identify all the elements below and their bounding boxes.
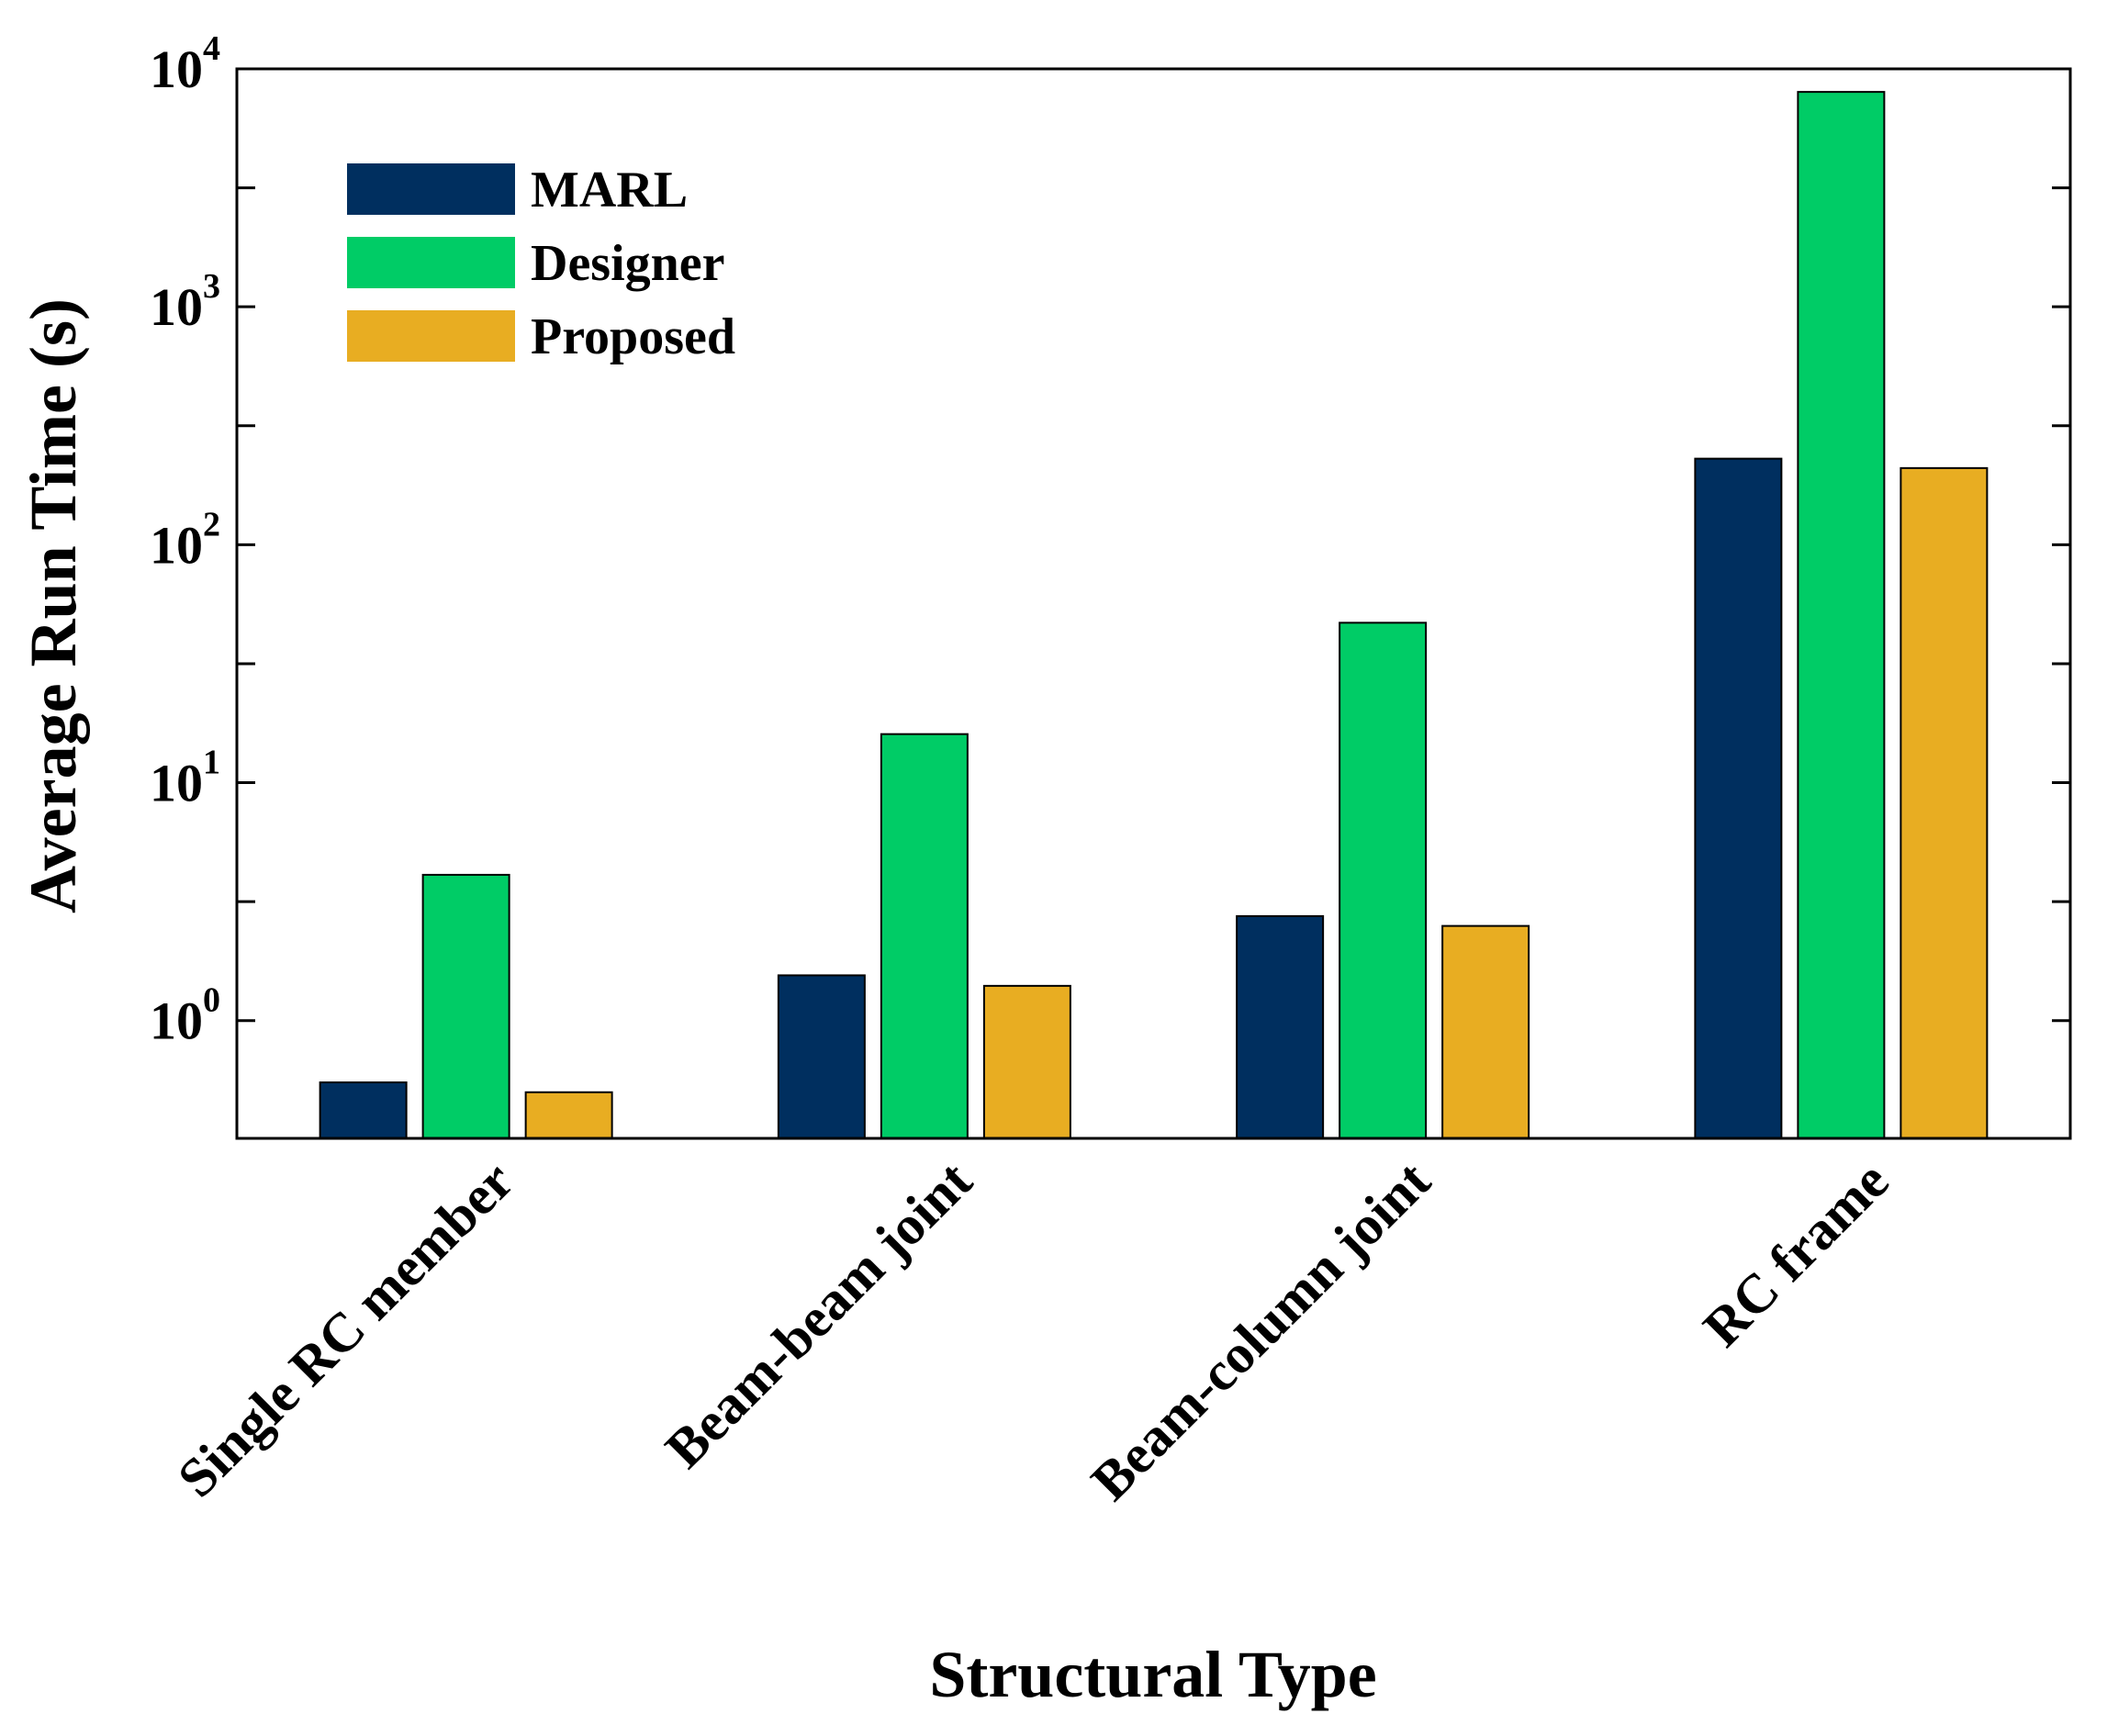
y-tick-exponent: 0 [203,981,220,1020]
y-tick-label: 104 [150,29,220,99]
y-tick-label: 102 [150,505,220,575]
y-tick-exponent: 1 [203,744,220,782]
bar-proposed-4 [1900,466,1989,1139]
legend-swatch-proposed [347,310,515,362]
y-tick-base: 10 [150,515,203,575]
y-tick-exponent: 3 [203,267,220,306]
x-category-labels: Single RC member Beam-beam joint Beam-colu… [166,1150,1900,1512]
y-tick-base: 10 [150,39,203,99]
legend-swatch-designer [347,237,515,288]
y-tick-exponent: 2 [203,505,220,543]
plot-area [237,69,2070,1138]
x-category-label: Beam-beam joint [654,1150,983,1480]
y-tick-exponent: 4 [203,29,220,68]
x-category-label: RC frame [1692,1150,1900,1359]
bar-marl-3 [1236,914,1325,1139]
bar-designer-1 [421,873,510,1139]
legend-swatch-marl [347,163,515,215]
legend-label-designer: Designer [531,235,725,292]
x-category-label: Beam-column joint [1080,1150,1441,1512]
legend-label-marl: MARL [531,162,688,218]
bar-designer-2 [880,733,969,1140]
bar-designer-4 [1797,91,1886,1139]
bar-proposed-1 [524,1091,613,1139]
bar-marl-4 [1694,457,1783,1139]
bar-proposed-3 [1441,924,1530,1139]
bar-designer-3 [1339,622,1428,1139]
y-tick-label: 101 [150,744,220,813]
x-category-label: Single RC member [166,1150,525,1509]
y-axis-title: Average Run Time (s) [17,298,90,913]
y-tick-base: 10 [150,277,203,337]
legend: MARL Designer Proposed [347,162,735,365]
bar-proposed-2 [982,984,1071,1140]
y-tick-base: 10 [150,754,203,813]
plot-frame [235,67,2072,1140]
x-axis-title: Structural Type [929,1638,1376,1711]
y-tick-label: 103 [150,267,220,337]
bar-marl-1 [319,1081,408,1139]
y-tick-base: 10 [150,991,203,1051]
y-tick-label: 100 [150,981,220,1051]
legend-label-proposed: Proposed [531,308,735,365]
bars [319,91,1989,1140]
bar-marl-2 [777,974,866,1139]
